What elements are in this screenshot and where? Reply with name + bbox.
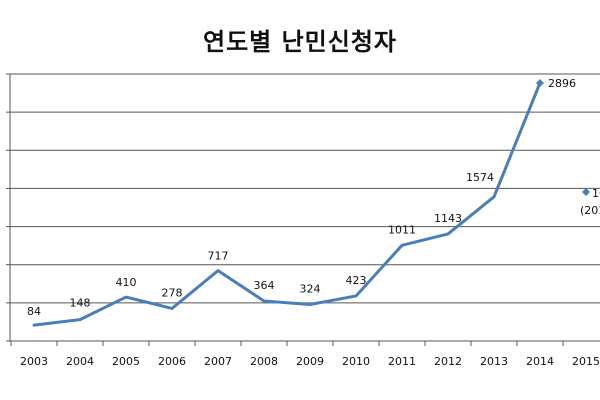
- data-label: 1143: [434, 212, 462, 225]
- annotation-label: (2015.5: [580, 204, 600, 217]
- data-label: 84: [27, 305, 41, 318]
- x-tick-label: 2010: [342, 355, 370, 368]
- x-tick-label: 2006: [158, 355, 186, 368]
- x-tick-label: 2004: [66, 355, 94, 368]
- x-tick-label: 2005: [112, 355, 140, 368]
- data-label: 163: [592, 187, 600, 200]
- data-label: 2896: [548, 77, 576, 90]
- chart-title: 연도별 난민신청자: [203, 28, 397, 56]
- data-label: 278: [162, 286, 183, 299]
- x-tick-label: 2007: [204, 355, 232, 368]
- data-label: 1574: [466, 171, 494, 184]
- data-label: 717: [208, 250, 229, 263]
- x-tick-label: 2003: [20, 355, 48, 368]
- x-tick-label: 2012: [434, 355, 462, 368]
- x-tick-label: 2013: [480, 355, 508, 368]
- x-tick-label: 2009: [296, 355, 324, 368]
- data-label: 364: [254, 279, 275, 292]
- x-tick-label: 2011: [388, 355, 416, 368]
- data-point: [536, 78, 544, 87]
- series-line: [32, 81, 542, 327]
- data-label: 324: [300, 282, 321, 295]
- data-point: [582, 187, 590, 196]
- x-tick-label: 2008: [250, 355, 278, 368]
- data-label: 423: [346, 274, 367, 287]
- data-label: 1011: [388, 223, 416, 236]
- x-tick-label: 2015: [572, 355, 600, 368]
- data-label: 148: [70, 297, 91, 310]
- x-tick-label: 2014: [526, 355, 554, 368]
- data-label: 410: [116, 276, 137, 289]
